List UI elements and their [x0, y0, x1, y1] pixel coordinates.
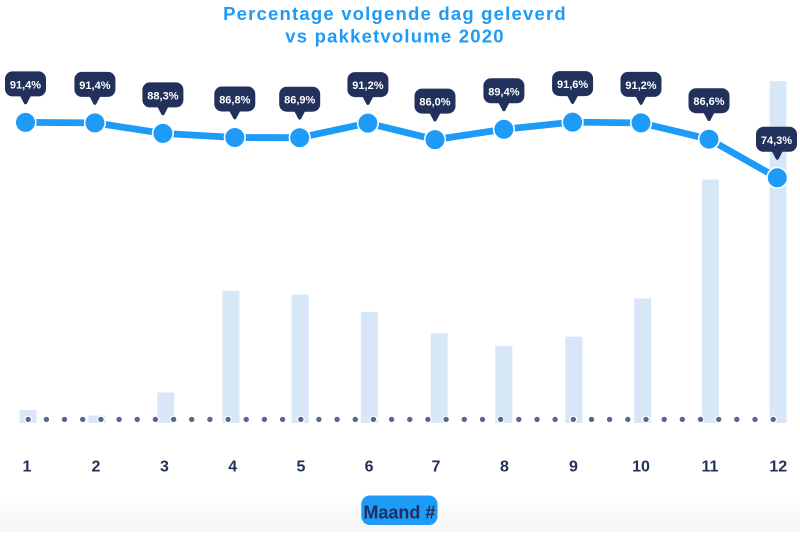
- svg-text:91,2%: 91,2%: [352, 80, 383, 92]
- svg-text:5: 5: [296, 459, 305, 476]
- svg-text:6: 6: [365, 459, 374, 476]
- svg-text:91,4%: 91,4%: [79, 80, 110, 92]
- svg-text:12: 12: [769, 459, 787, 476]
- svg-text:86,9%: 86,9%: [284, 95, 315, 107]
- svg-text:9: 9: [569, 459, 578, 476]
- svg-text:7: 7: [432, 459, 441, 476]
- svg-text:86,8%: 86,8%: [219, 95, 250, 107]
- svg-text:91,6%: 91,6%: [557, 79, 588, 91]
- svg-text:3: 3: [160, 459, 169, 476]
- svg-text:86,6%: 86,6%: [693, 96, 724, 108]
- svg-text:88,3%: 88,3%: [147, 90, 178, 102]
- svg-text:4: 4: [228, 459, 237, 476]
- svg-text:2: 2: [92, 459, 101, 476]
- svg-text:91,2%: 91,2%: [625, 80, 656, 92]
- svg-text:Percentage volgende dag geleve: Percentage volgende dag geleverd: [223, 3, 567, 24]
- svg-text:86,0%: 86,0%: [419, 97, 450, 109]
- svg-text:8: 8: [500, 459, 509, 476]
- svg-text:91,4%: 91,4%: [10, 79, 41, 91]
- svg-text:10: 10: [632, 459, 650, 476]
- svg-text:vs pakketvolume 2020: vs pakketvolume 2020: [285, 26, 504, 47]
- svg-text:89,4%: 89,4%: [488, 86, 519, 98]
- svg-text:11: 11: [702, 459, 719, 476]
- svg-text:Maand #: Maand #: [363, 503, 435, 523]
- svg-text:74,3%: 74,3%: [761, 135, 792, 147]
- svg-text:1: 1: [23, 459, 32, 476]
